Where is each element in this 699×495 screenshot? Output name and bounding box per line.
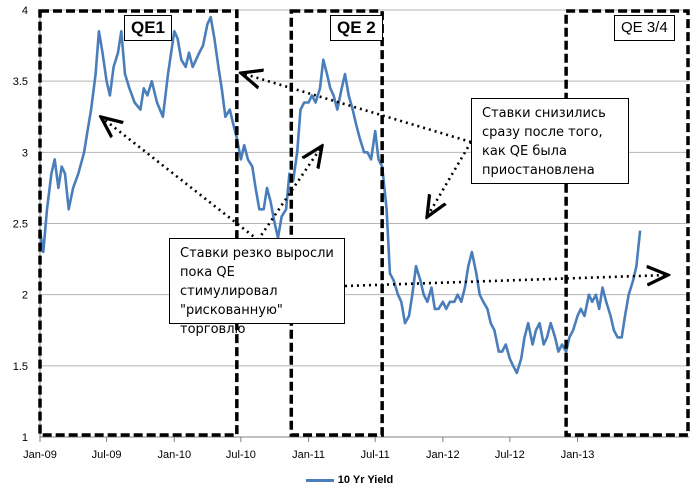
- y-tick-label: 1.5: [13, 361, 28, 373]
- x-tick-label: Jul-09: [92, 449, 122, 461]
- y-tick-label: 2.5: [13, 219, 28, 231]
- annotation-arrow: [101, 117, 259, 242]
- annotation-arrow: [256, 146, 322, 241]
- x-tick-label: Jul-11: [361, 449, 390, 461]
- x-tick-label: Jul-10: [226, 449, 256, 461]
- y-tick-label: 3.5: [13, 76, 28, 88]
- x-tick-label: Jan-09: [23, 449, 57, 461]
- legend-label: 10 Yr Yield: [337, 474, 394, 486]
- qe1-label: QE1: [124, 15, 173, 41]
- chart-legend: 10 Yr Yield: [0, 474, 699, 492]
- y-tick-label: 1: [22, 432, 28, 444]
- callout-rates-fell: Ставки снизились сразу после того, как Q…: [471, 98, 629, 184]
- legend-swatch: [305, 478, 334, 482]
- qe3-4-label: QE 3/4: [614, 15, 675, 41]
- annotation-arrow: [241, 73, 472, 144]
- qe2-label: QE 2: [330, 15, 383, 41]
- y-tick-label: 2: [22, 290, 28, 302]
- x-tick-label: Jan-10: [157, 449, 191, 461]
- x-tick-label: Jan-12: [426, 449, 460, 461]
- qe-region-box-1: [38, 9, 239, 437]
- y-tick-label: 4: [22, 5, 28, 17]
- series-line-10yr-yield: [38, 15, 642, 375]
- x-tick-label: Jul-12: [495, 449, 525, 461]
- qe-region-box-3: [564, 9, 690, 437]
- qe-region-box-2: [289, 9, 384, 437]
- x-tick-label: Jan-13: [561, 449, 595, 461]
- x-tick-label: Jan-11: [292, 449, 325, 461]
- annotation-arrow: [427, 141, 473, 217]
- callout-rates-rose: Ставки резко выросли пока QE стимулирова…: [169, 238, 345, 337]
- y-tick-label: 3: [22, 147, 28, 159]
